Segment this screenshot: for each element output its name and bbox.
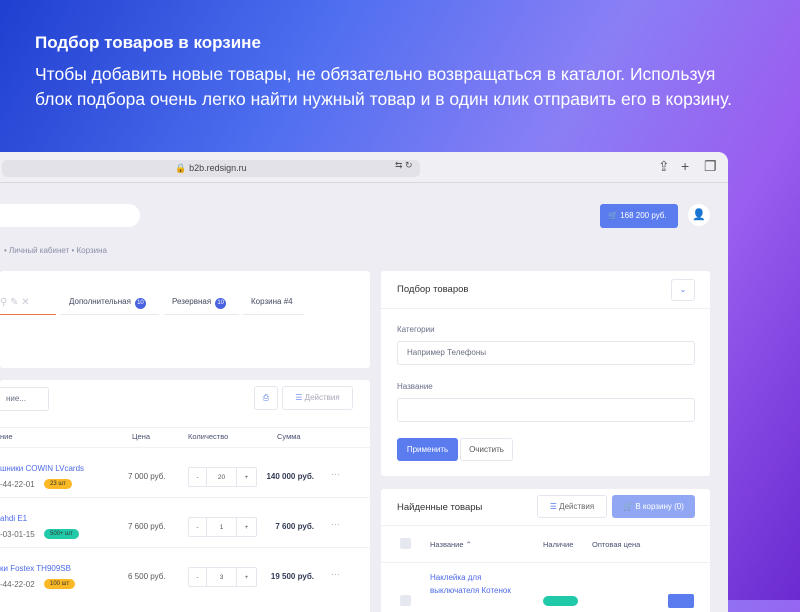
name-label: Название [397,382,433,391]
share-icon[interactable]: ⇪ [658,158,670,174]
avatar[interactable]: 👤 [688,204,710,226]
quantity-input[interactable]: 20 [207,468,237,486]
stock-badge: 100 шт [44,579,76,589]
product-name[interactable]: ahdi E1 [0,514,28,523]
new-tab-icon[interactable]: + [681,158,690,174]
quantity-stepper: - 20 + [188,467,257,487]
stock-badge: 500+ шт [44,529,79,539]
browser-toolbar: 🔒 b2b.redsign.ru ⇆ ↻ ⇪ + ❐ [0,152,728,183]
row-checkbox[interactable] [400,595,411,606]
cart-tabs-card: ⚲ ✎ ✕ Дополнительная 10 Резервная 10 Корзи… [0,271,370,368]
availability-badge [543,596,578,606]
quantity-stepper: - 1 + [188,517,257,537]
translate-icon[interactable]: ⇆ ↻ [395,160,413,170]
name-input[interactable] [397,398,695,422]
col-wholesale-price[interactable]: Оптовая цена [592,540,641,549]
picker-card: Подбор товаров ⌄ Категории Например Теле… [381,271,710,476]
more-icon[interactable]: ··· [331,519,340,529]
row-sum: 7 600 руб. [275,522,314,531]
more-icon[interactable]: ··· [331,469,340,479]
url: b2b.redsign.ru [189,163,247,173]
tab-cart-4[interactable]: Корзина #4 [243,297,304,315]
breadcrumb: • Личный кабинет • Корзина [4,246,107,255]
cart-search-input[interactable]: ние... [0,387,49,411]
tab-count-badge: 10 [215,298,227,309]
print-button[interactable]: ⎙ [254,386,278,410]
decrement-button[interactable]: - [189,518,207,536]
found-item-name[interactable]: Наклейка для выключателя Котенок [430,573,511,595]
to-cart-button[interactable]: 🛒 В корзину (0) [612,495,695,518]
stock-badge: 23 шт [44,479,72,489]
tab-reserve[interactable]: Резервная 10 [164,297,239,315]
quantity-input[interactable]: 1 [207,518,237,536]
breadcrumb-item[interactable]: Корзина [76,246,107,255]
product-price: 7 000 руб. [128,472,166,481]
col-availability[interactable]: Наличие [543,540,574,549]
address-bar[interactable]: 🔒 b2b.redsign.ru [2,160,420,177]
category-label: Категории [397,325,435,334]
product-price: 6 500 руб. [128,572,166,581]
product-sku: -44-22-01 [0,480,35,489]
cart-total: 168 200 руб. [620,211,667,220]
cart-table-card: ние... ⎙ ☰ Действия ние Цена Количество … [0,380,370,612]
col-price[interactable]: Цена [132,432,151,441]
tab-count-badge: 10 [134,298,146,309]
quantity-stepper: - 3 + [188,567,257,587]
tabs-icon[interactable]: ❐ [704,158,717,174]
found-title: Найденные товары [397,502,483,513]
category-input[interactable]: Например Телефоны [397,341,695,365]
quantity-input[interactable]: 3 [207,568,237,586]
product-price: 7 600 руб. [128,522,166,531]
row-sum: 140 000 руб. [266,472,314,481]
cart-actions-button[interactable]: ☰ Действия [282,386,353,410]
row-sum: 19 500 руб. [270,572,314,581]
decrement-button[interactable]: - [189,568,207,586]
breadcrumb-item[interactable]: Личный кабинет [9,246,70,255]
picker-title: Подбор товаров [397,284,469,295]
list-icon: ☰ [549,502,557,511]
cart-icon: 🛒 [608,211,618,220]
increment-button[interactable]: + [244,573,249,581]
col-name[interactable]: ние [0,432,13,441]
hero-title: Подбор товаров в корзине [35,33,261,52]
increment-button[interactable]: + [244,473,249,481]
collapse-button[interactable]: ⌄ [671,279,695,301]
product-name[interactable]: ки Fostex TH909SB [0,564,71,573]
clear-button[interactable]: Очистить [460,438,513,461]
found-card: Найденные товары ☰ Действия 🛒 В корзину … [381,489,710,612]
list-icon: ☰ [295,393,303,402]
found-actions-button[interactable]: ☰ Действия [537,495,607,518]
hero-text: Чтобы добавить новые товары, не обязател… [35,64,732,109]
add-to-cart-button[interactable] [668,594,694,608]
product-name[interactable]: шники COWIN LVcards [0,464,85,473]
product-sku: -03-01-15 [0,530,35,539]
col-sum[interactable]: Сумма [277,432,301,441]
tab-additional[interactable]: Дополнительная 10 [60,297,159,315]
cart-tab-tools: ⚲ ✎ ✕ [0,297,56,315]
increment-button[interactable]: + [244,523,249,531]
col-qty[interactable]: Количество [188,432,229,441]
cart-icon: 🛒 [623,502,634,511]
col-found-name[interactable]: Название ⌃ [430,540,472,549]
more-icon[interactable]: ··· [331,569,340,579]
header-cart-button[interactable]: 🛒 168 200 руб. [600,204,678,228]
product-sku: -44-22-02 [0,580,35,589]
browser-window: 🔒 b2b.redsign.ru ⇆ ↻ ⇪ + ❐ 🛒 168 200 руб… [0,152,728,612]
site-search[interactable] [0,204,140,227]
apply-button[interactable]: Применить [397,438,458,461]
select-all-checkbox[interactable] [400,538,411,549]
decrement-button[interactable]: - [189,468,207,486]
